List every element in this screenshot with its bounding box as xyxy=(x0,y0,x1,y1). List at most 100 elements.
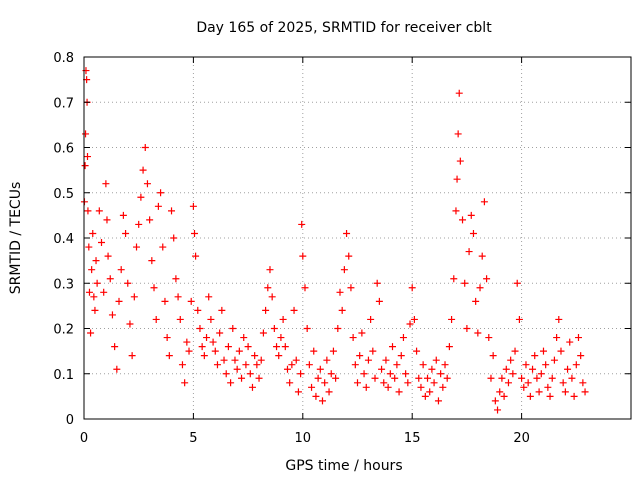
data-point xyxy=(402,370,410,378)
data-point xyxy=(102,180,110,188)
data-point xyxy=(448,315,456,323)
data-point xyxy=(301,284,309,292)
data-point xyxy=(240,334,248,342)
data-point xyxy=(386,370,394,378)
data-point xyxy=(82,130,90,138)
y-tick-label: 0.8 xyxy=(53,51,74,66)
data-point xyxy=(345,252,353,260)
data-point xyxy=(183,338,191,346)
data-point xyxy=(321,379,329,387)
data-point xyxy=(279,315,287,323)
data-point xyxy=(574,334,582,342)
x-tick-label: 15 xyxy=(404,431,421,446)
data-point xyxy=(426,388,434,396)
data-point xyxy=(294,388,302,396)
data-point xyxy=(235,347,243,355)
data-point xyxy=(496,388,504,396)
data-point xyxy=(224,343,232,351)
data-point xyxy=(290,306,298,314)
data-point xyxy=(259,329,267,337)
data-point xyxy=(84,207,92,215)
data-point xyxy=(502,365,510,373)
data-point xyxy=(406,320,414,328)
data-point xyxy=(90,293,98,301)
data-point xyxy=(244,343,252,351)
data-point xyxy=(117,266,125,274)
data-point xyxy=(268,293,276,301)
data-point xyxy=(537,370,545,378)
data-point xyxy=(437,370,445,378)
data-point xyxy=(264,284,272,292)
data-point xyxy=(507,356,515,364)
data-point xyxy=(189,202,197,210)
data-point xyxy=(340,266,348,274)
data-point xyxy=(137,193,145,201)
data-point xyxy=(314,374,322,382)
data-point xyxy=(229,325,237,332)
data-point xyxy=(465,248,473,256)
data-point xyxy=(150,284,158,292)
data-point xyxy=(238,374,246,382)
data-point xyxy=(288,361,296,369)
data-point xyxy=(205,293,213,301)
data-point xyxy=(544,383,552,391)
x-tick-label: 0 xyxy=(80,431,88,446)
data-point xyxy=(485,334,493,342)
data-point xyxy=(450,275,458,283)
data-point xyxy=(176,315,184,323)
data-point xyxy=(577,352,585,360)
data-point xyxy=(174,293,182,301)
data-point xyxy=(95,207,103,215)
data-point xyxy=(198,343,206,351)
data-point xyxy=(255,374,263,382)
data-point xyxy=(487,374,495,382)
data-point xyxy=(222,370,230,378)
data-point xyxy=(441,361,449,369)
data-point xyxy=(454,130,462,138)
y-tick-label: 0 xyxy=(66,413,74,428)
data-point xyxy=(81,162,89,170)
data-point xyxy=(187,297,195,305)
data-point xyxy=(316,365,324,373)
data-point xyxy=(434,397,442,405)
data-point xyxy=(491,397,499,405)
data-point xyxy=(500,392,508,400)
x-tick-label: 5 xyxy=(189,431,197,446)
data-point xyxy=(318,397,326,405)
data-point xyxy=(89,229,97,237)
data-point xyxy=(85,288,93,296)
data-point xyxy=(443,374,451,382)
data-point xyxy=(157,189,165,197)
data-point xyxy=(349,334,357,342)
data-point xyxy=(369,347,377,355)
data-point xyxy=(511,347,519,355)
data-point xyxy=(92,257,100,265)
data-point xyxy=(483,275,491,283)
data-point xyxy=(408,284,416,292)
data-point xyxy=(410,315,418,323)
data-point xyxy=(251,352,259,360)
data-point xyxy=(472,297,480,305)
data-point xyxy=(564,365,572,373)
data-point xyxy=(478,252,486,260)
data-point xyxy=(553,334,561,342)
data-point xyxy=(531,352,539,360)
data-point xyxy=(85,243,93,251)
data-point xyxy=(561,388,569,396)
data-point xyxy=(139,166,147,174)
data-point xyxy=(192,252,200,260)
data-point xyxy=(246,370,254,378)
data-point xyxy=(568,374,576,382)
data-point xyxy=(143,180,151,188)
data-point xyxy=(494,406,502,414)
data-point xyxy=(498,374,506,382)
y-tick-label: 0.6 xyxy=(53,142,74,157)
data-point xyxy=(122,229,130,237)
data-point xyxy=(154,202,162,210)
data-point xyxy=(391,374,399,382)
data-point xyxy=(515,315,523,323)
data-point xyxy=(419,361,427,369)
data-point xyxy=(209,338,217,346)
data-point xyxy=(152,315,160,323)
data-point xyxy=(380,379,388,387)
